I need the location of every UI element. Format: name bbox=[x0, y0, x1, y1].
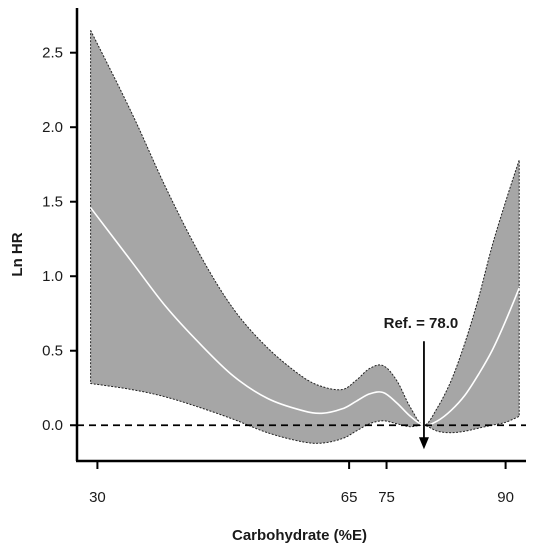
x-tick-label: 65 bbox=[341, 489, 358, 506]
y-tick-label: 2.5 bbox=[42, 45, 63, 62]
x-tick-label: 75 bbox=[378, 489, 395, 506]
y-tick-label: 0.0 bbox=[42, 417, 63, 434]
confidence-band bbox=[90, 30, 520, 444]
estimate-line bbox=[89, 207, 520, 427]
y-tick-label: 1.5 bbox=[42, 194, 63, 211]
x-ticks: 30 65 75 90 bbox=[89, 461, 514, 506]
reference-annotation-label: Ref. = 78.0 bbox=[384, 315, 459, 332]
x-tick-label: 30 bbox=[89, 489, 106, 506]
x-tick-label: 90 bbox=[497, 489, 514, 506]
y-ticks: 0.0 0.5 1.0 1.5 2.0 2.5 bbox=[42, 45, 77, 434]
y-axis-title: Ln HR bbox=[9, 232, 26, 276]
y-tick-label: 1.0 bbox=[42, 268, 63, 285]
x-axis-title: Carbohydrate (%E) bbox=[232, 527, 367, 544]
reference-arrow-head-icon bbox=[418, 437, 429, 450]
y-tick-label: 0.5 bbox=[42, 343, 63, 360]
y-tick-label: 2.0 bbox=[42, 119, 63, 136]
